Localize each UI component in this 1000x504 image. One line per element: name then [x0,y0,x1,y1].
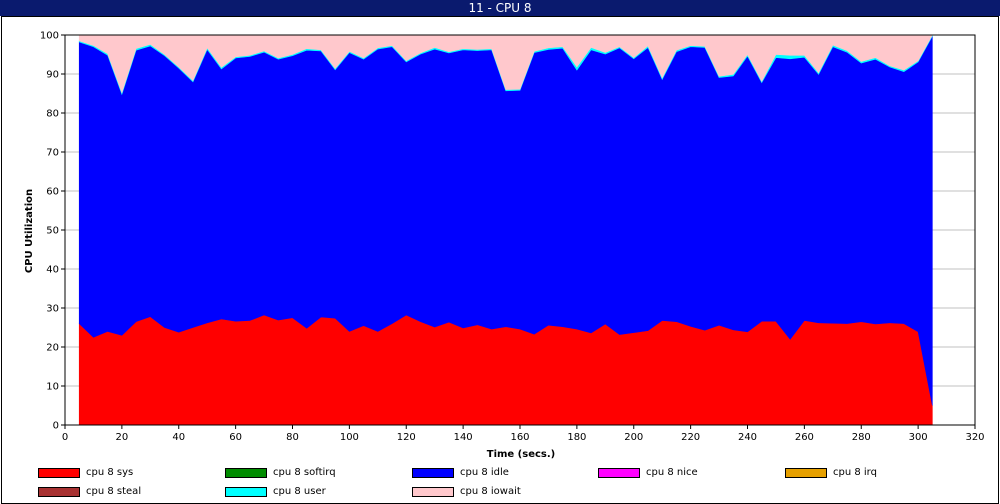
area-cpu-8-sys [78,314,933,426]
x-tick-label: 300 [909,432,928,443]
window-title-bar: 11 - CPU 8 [0,0,1000,16]
x-tick-label: 240 [738,432,757,443]
y-tick-label: 100 [40,31,59,42]
area-layer [78,34,933,426]
x-tick-label: 280 [852,432,871,443]
x-tick-label: 60 [229,432,242,443]
x-tick-label: 200 [624,432,643,443]
axis-layer: 0 10 20 30 40 50 60 70 80 90 100 0 20 40 60 80 100 120 140… [40,31,985,444]
x-tick-label: 220 [681,432,700,443]
x-tick-label: 40 [172,432,185,443]
y-axis-label: CPU Utilization [24,189,35,273]
y-tick-label: 80 [46,109,59,120]
y-tick-label: 60 [46,187,59,198]
x-tick-label: 160 [510,432,529,443]
window-title: 11 - CPU 8 [468,1,532,15]
y-tick-label: 10 [46,382,59,393]
x-tick-label: 80 [286,432,299,443]
x-tick-label: 140 [454,432,473,443]
x-tick-label: 100 [340,432,359,443]
x-tick-label: 20 [116,432,129,443]
x-axis-label: Time (secs.) [487,449,556,460]
y-tick-label: 50 [46,226,59,237]
y-tick-label: 40 [46,265,59,276]
x-tick-label: 180 [567,432,586,443]
x-tick-label: 260 [795,432,814,443]
x-tick-label: 120 [397,432,416,443]
x-tick-label: 320 [965,432,984,443]
y-tick-label: 0 [53,421,59,432]
y-tick-label: 30 [46,304,59,315]
y-tick-label: 70 [46,148,59,159]
x-tick-label: 0 [62,432,68,443]
y-tick-label: 20 [46,343,59,354]
y-tick-label: 90 [46,70,59,81]
